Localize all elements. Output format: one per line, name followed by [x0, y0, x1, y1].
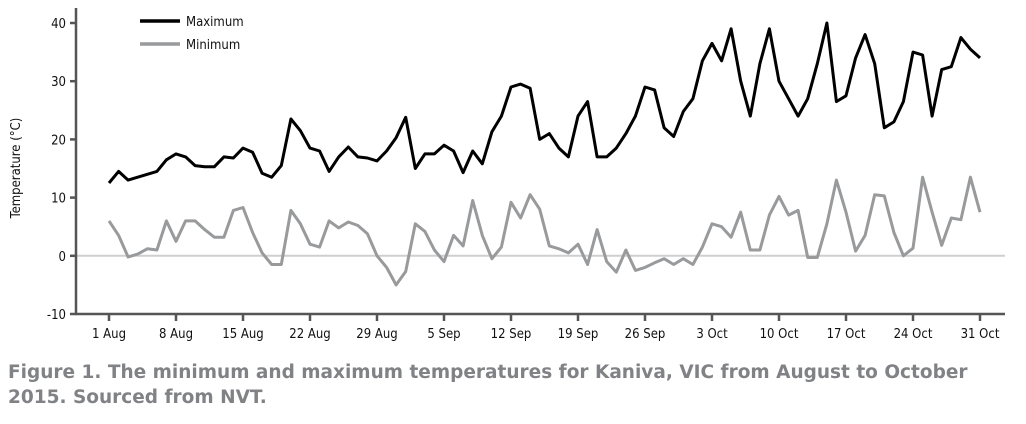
y-axis-label: Temperature (°C)	[9, 118, 24, 220]
x-tick-label: 12 Sep	[491, 327, 532, 342]
x-tick-label: 22 Aug	[289, 327, 330, 342]
x-tick-label: 17 Oct	[827, 327, 866, 342]
x-tick-label: 10 Oct	[760, 327, 799, 342]
temperature-chart: -10 0 10 20 30 40 Temperature (°C) 1 Aug 8 Aug 15…	[9, 8, 1005, 342]
axes: -10 0 10 20 30 40 Temperature (°C) 1 Aug 8 Aug 15…	[9, 8, 1005, 342]
x-tick-label: 24 Oct	[894, 327, 933, 342]
y-tick-label: 0	[59, 250, 66, 265]
y-tick-label: -10	[47, 308, 66, 323]
series-line-minimum	[107, 175, 982, 287]
x-tick-label: 15 Aug	[222, 327, 263, 342]
series-lines	[107, 21, 982, 287]
x-tick-label: 1 Aug	[92, 327, 126, 342]
series-line-maximum	[107, 21, 982, 184]
x-tick-label: 29 Aug	[356, 327, 397, 342]
figure-caption: Figure 1. The minimum and maximum temper…	[8, 362, 968, 408]
legend-label-minimum: Minimum	[186, 38, 240, 53]
legend: Maximum Minimum	[140, 15, 244, 53]
x-tick-label: 3 Oct	[696, 327, 728, 342]
y-tick-label: 10	[51, 192, 66, 207]
x-tick-label: 26 Sep	[625, 327, 666, 342]
x-tick-label: 19 Sep	[558, 327, 599, 342]
x-tick-label: 5 Sep	[427, 327, 460, 342]
legend-label-maximum: Maximum	[186, 15, 244, 30]
y-tick-label: 20	[51, 133, 66, 148]
x-tick-label: 31 Oct	[961, 327, 1000, 342]
y-tick-label: 30	[51, 75, 66, 90]
x-tick-label: 8 Aug	[159, 327, 193, 342]
y-tick-label: 40	[51, 17, 66, 32]
